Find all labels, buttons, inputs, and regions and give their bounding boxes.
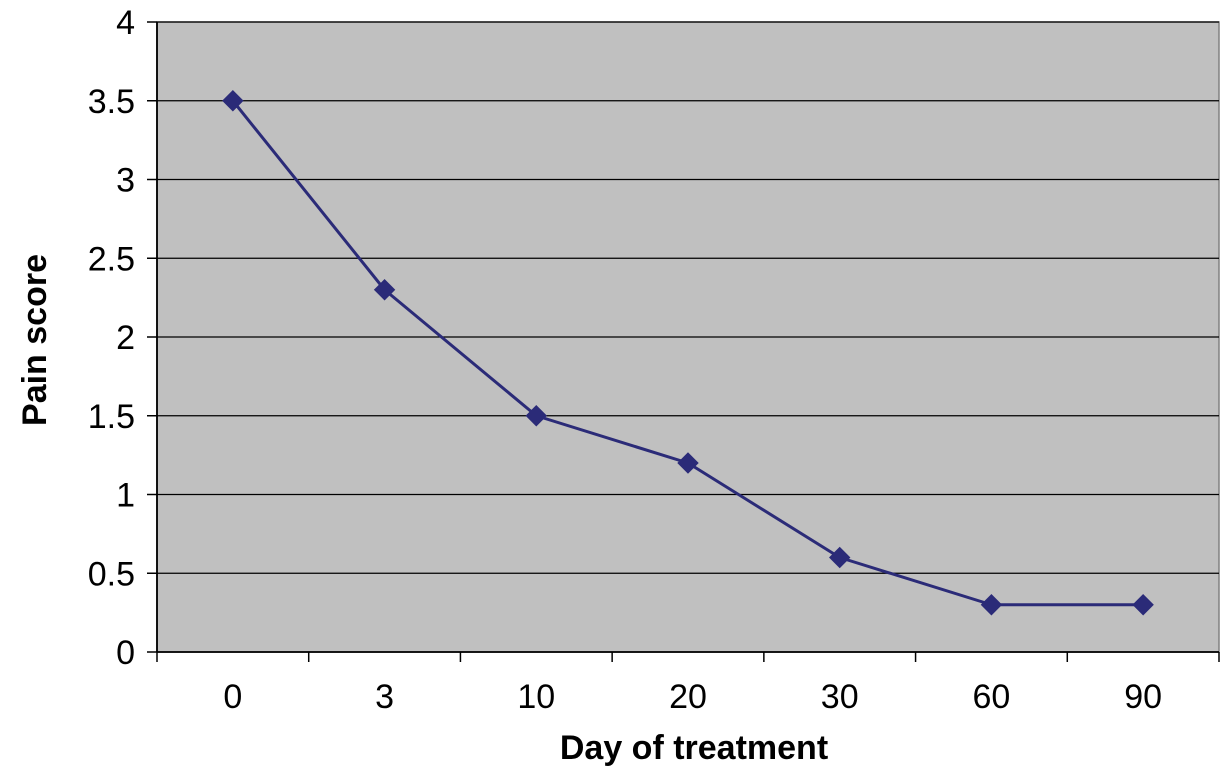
x-tick-label: 3 bbox=[375, 678, 394, 716]
x-tick-label: 10 bbox=[517, 678, 555, 716]
y-axis-ticks: 0 0.5 1 1.5 2 2.5 3 3.5 4 bbox=[88, 4, 157, 672]
data-point-marker bbox=[677, 452, 699, 474]
y-tick-label: 3.5 bbox=[88, 83, 135, 121]
x-axis-ticks: 0 3 10 20 30 60 90 bbox=[156, 652, 1220, 716]
x-tick-label: 90 bbox=[1124, 678, 1162, 716]
y-tick-label: 0 bbox=[116, 634, 135, 672]
y-tick-label: 0.5 bbox=[88, 555, 135, 593]
data-point-marker bbox=[829, 546, 851, 569]
data-point-marker bbox=[525, 405, 547, 427]
data-point-marker bbox=[222, 90, 244, 112]
y-tick-label: 2.5 bbox=[88, 240, 135, 278]
y-tick-label: 1.5 bbox=[88, 398, 135, 436]
data-point-marker bbox=[373, 279, 396, 301]
y-axis-title: Pain score bbox=[16, 254, 54, 426]
y-tick-label: 2 bbox=[116, 319, 135, 357]
data-point-marker bbox=[1132, 594, 1154, 616]
y-tick-label: 1 bbox=[116, 477, 135, 515]
x-tick-label: 60 bbox=[973, 678, 1011, 716]
x-tick-label: 0 bbox=[223, 678, 242, 716]
x-tick-label: 30 bbox=[821, 678, 859, 716]
y-tick-label: 4 bbox=[116, 4, 135, 42]
x-tick-label: 20 bbox=[669, 678, 707, 716]
x-axis-title: Day of treatment bbox=[560, 729, 828, 767]
y-tick-label: 3 bbox=[116, 162, 135, 200]
gridlines bbox=[157, 21, 1219, 574]
series-pain-score bbox=[222, 90, 1154, 616]
data-point-marker bbox=[980, 594, 1003, 616]
